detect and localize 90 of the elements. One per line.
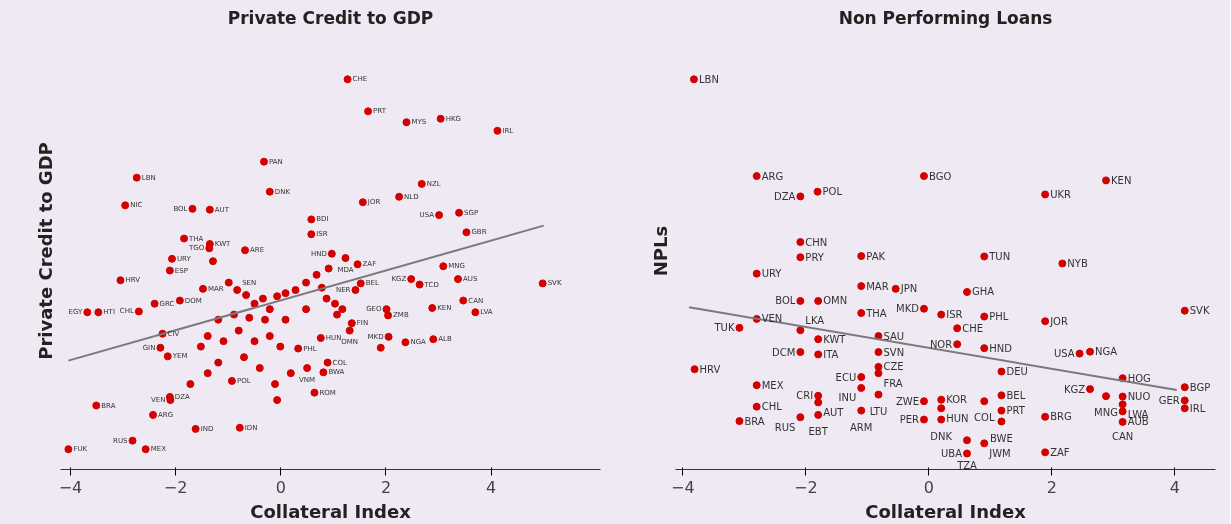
annotation: MNG (1094, 407, 1118, 419)
annotation: TUN (988, 250, 1011, 262)
annotation: BEL (1006, 389, 1026, 401)
annotation: PRT (1006, 405, 1026, 417)
annotation: NOR (929, 338, 953, 350)
annotation: USA (1053, 348, 1075, 360)
y-axis-title: NPLs (649, 225, 671, 277)
annotation: INU (838, 392, 857, 404)
annotation: THA (865, 307, 887, 319)
annotation: JPN (899, 283, 918, 295)
annotation: ARG (761, 170, 784, 182)
annotation: NYB (1067, 257, 1088, 269)
annotation: DCM (772, 346, 796, 358)
x-tick-label: 2 (1046, 477, 1057, 497)
annotation: ZWE (895, 395, 919, 407)
annotation: MKD (896, 303, 920, 315)
annotation: DNK (930, 430, 953, 442)
x-axis-title: Collateral Index (865, 500, 1027, 522)
annotation: CHL (761, 401, 783, 413)
annotation: NGA (1095, 346, 1118, 358)
annotation: BWE (990, 432, 1013, 444)
annotation: CHE (962, 322, 984, 334)
annotation: FRA (883, 377, 903, 389)
annotation: EBT (808, 426, 829, 438)
annotation: ARM (850, 421, 873, 433)
annotation: TZA (956, 460, 978, 472)
annotation: JWM (988, 447, 1011, 459)
annotation: ZAF (1050, 446, 1070, 458)
x-tick-label: −2 (794, 477, 818, 497)
annotation: PAK (866, 250, 886, 262)
annotation: CAN (1111, 431, 1134, 443)
chart-title: Non Performing Loans (838, 7, 1053, 28)
annotation: SAU (883, 330, 905, 342)
x-tick-label: 0 (275, 477, 286, 497)
x-tick-label: −4 (58, 477, 83, 497)
annotation: BGP (1189, 381, 1211, 393)
annotation: BRG (1050, 411, 1072, 423)
annotation: KOR (946, 394, 968, 406)
annotation: LTU (869, 405, 888, 417)
annotation: HUN (946, 412, 969, 424)
annotation: GHA (972, 286, 995, 298)
annotation: LKA (805, 314, 825, 326)
annotation: BRA (744, 415, 765, 427)
annotation: KEN (1111, 174, 1132, 186)
annotation: HND (989, 342, 1013, 354)
annotation: LBN (698, 73, 719, 85)
annotation: JOR (1049, 315, 1068, 327)
annotation: PER (899, 414, 920, 426)
x-tick-label: 2 (380, 477, 392, 497)
x-tick-label: −2 (163, 477, 188, 497)
annotation: ISR (946, 309, 963, 321)
annotation: MAR (866, 280, 889, 292)
annotation: SVK (1189, 305, 1210, 317)
annotation: URY (761, 268, 783, 280)
annotation: AUT (823, 406, 845, 418)
annotation: CHN (805, 236, 828, 248)
y-axis-title: Private Credit to GDP (227, 7, 434, 28)
annotation: AUB (1127, 416, 1149, 428)
annotation: UBA (941, 448, 963, 459)
annotation: MEX (761, 379, 784, 391)
annotation: NUO (1127, 391, 1151, 403)
annotation: ITA (823, 348, 839, 360)
annotation: HRV (699, 363, 721, 375)
annotation: PRY (805, 251, 825, 263)
annotation: IRL (1189, 402, 1206, 414)
annotation: UKR (1050, 188, 1072, 200)
x-tick-label: 0 (923, 477, 934, 497)
annotation: BOL (775, 295, 796, 307)
annotation: COL (974, 412, 995, 424)
x-axis-title: Collateral Index (250, 500, 412, 522)
annotation: POL (822, 186, 843, 198)
annotation: SVN (883, 346, 905, 358)
annotation: RUS (774, 421, 796, 433)
annotation: CRI (796, 390, 814, 402)
annotation: ECU (835, 371, 857, 383)
annotation: DZA (773, 190, 796, 202)
annotation: PHL (989, 311, 1009, 323)
annotation: TUK (713, 322, 735, 334)
x-tick-label: −4 (671, 477, 695, 497)
x-tick-label: 4 (1169, 477, 1181, 497)
x-tick-label: 4 (486, 477, 497, 497)
annotation: BGO (928, 170, 952, 182)
annotation: KWT (823, 333, 847, 345)
annotation: HOG (1127, 372, 1151, 384)
text: Private Credit to GDP (34, 142, 56, 360)
annotation: KGZ (1063, 383, 1086, 395)
annotation: GER (1158, 394, 1180, 406)
annotation: OMN (823, 295, 848, 307)
annotation: CZE (883, 361, 904, 373)
annotation: DEU (1006, 366, 1028, 378)
